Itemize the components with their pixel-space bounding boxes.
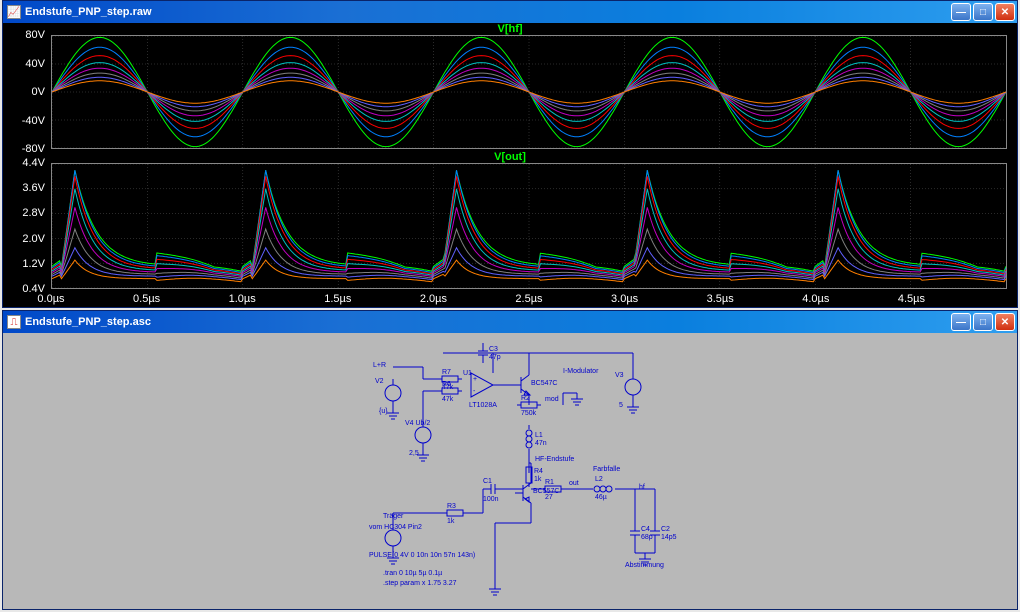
window-buttons: — □ ✕ <box>951 313 1015 331</box>
svg-text:LT1028A: LT1028A <box>469 402 497 409</box>
svg-text:Abstimmung: Abstimmung <box>625 562 664 569</box>
x-axis-label: 1.5µs <box>324 293 351 305</box>
svg-text:R7: R7 <box>442 369 451 376</box>
x-axis-label: 4.5µs <box>898 293 925 305</box>
schematic-svg: C347p+-LT1028AU1R747kR647kL+RV2{u}V4 Ub/… <box>363 343 703 603</box>
plot-area[interactable]: V[hf]80V40V0V-40V-80VV[out]4.4V3.6V2.8V2… <box>3 23 1017 307</box>
schematic-canvas[interactable]: C347p+-LT1028AU1R747kR647kL+RV2{u}V4 Ub/… <box>3 333 1017 609</box>
window-buttons: — □ ✕ <box>951 3 1015 21</box>
x-axis-label: 3.0µs <box>611 293 638 305</box>
svg-text:47k: 47k <box>442 396 454 403</box>
svg-text:C3: C3 <box>489 346 498 353</box>
close-button[interactable]: ✕ <box>995 313 1015 331</box>
svg-text:HF-Endstufe: HF-Endstufe <box>535 456 574 463</box>
svg-text:R2: R2 <box>521 395 530 402</box>
svg-text:46µ: 46µ <box>595 494 607 501</box>
waveform-window: 📈 Endstufe_PNP_step.raw — □ ✕ V[hf] 80V 40… <box>2 0 1018 308</box>
pane-title: V[hf] <box>497 23 522 35</box>
svg-text:1k: 1k <box>447 518 455 525</box>
svg-text:+: + <box>473 376 477 383</box>
svg-text:out: out <box>569 480 579 487</box>
schematic-window: ⎍ Endstufe_PNP_step.asc — □ ✕ C347p+-LT1… <box>2 310 1018 610</box>
svg-text:L1: L1 <box>535 432 543 439</box>
svg-text:L+R: L+R <box>373 362 386 369</box>
x-axis-label: 1.0µs <box>229 293 256 305</box>
window-title-raw: Endstufe_PNP_step.raw <box>25 6 951 18</box>
x-axis-label: 4.0µs <box>802 293 829 305</box>
svg-text:PULSE(0 4V 0 10n 10n 57n 143n): PULSE(0 4V 0 10n 10n 57n 143n) <box>369 552 475 559</box>
window-title-asc: Endstufe_PNP_step.asc <box>25 316 951 328</box>
y-axis-label: 2.0V <box>22 233 45 245</box>
svg-text:.step param x 1.75 3.27: .step param x 1.75 3.27 <box>383 580 457 587</box>
y-axis-label: 3.6V <box>22 182 45 194</box>
y-axis-label: 1.2V <box>22 258 45 270</box>
x-axis-label: 0.5µs <box>133 293 160 305</box>
svg-text:R4: R4 <box>534 468 543 475</box>
minimize-button[interactable]: — <box>951 313 971 331</box>
svg-text:I-Modulator: I-Modulator <box>563 368 599 375</box>
svg-text:5: 5 <box>619 402 623 409</box>
svg-text:R3: R3 <box>447 503 456 510</box>
svg-text:Träger: Träger <box>383 513 404 520</box>
x-axis-label: 2.0µs <box>420 293 447 305</box>
svg-text:C2: C2 <box>661 526 670 533</box>
svg-text:V3: V3 <box>615 372 624 379</box>
svg-text:47p: 47p <box>489 354 501 361</box>
svg-text:R1: R1 <box>545 479 554 486</box>
svg-text:27: 27 <box>545 494 553 501</box>
svg-text:mod: mod <box>545 396 559 403</box>
svg-text:1k: 1k <box>534 476 542 483</box>
pane-title: V[out] <box>494 151 526 163</box>
y-axis-label: 4.4V <box>22 157 45 169</box>
svg-text:BC547C: BC547C <box>531 380 557 387</box>
svg-text:R6: R6 <box>442 381 451 388</box>
y-axis-label: 2.8V <box>22 207 45 219</box>
x-axis-label: 0.0µs <box>37 293 64 305</box>
plot-pane[interactable]: V[out]4.4V3.6V2.8V2.0V1.2V0.4V0.0µs0.5µs… <box>3 151 1017 307</box>
svg-text:47n: 47n <box>535 440 547 447</box>
plot-pane[interactable]: V[hf]80V40V0V-40V-80V <box>3 23 1017 151</box>
x-axis-label: 2.5µs <box>515 293 542 305</box>
x-axis-label: 3.5µs <box>707 293 734 305</box>
svg-text:2,5: 2,5 <box>409 450 419 457</box>
titlebar-asc[interactable]: ⎍ Endstufe_PNP_step.asc — □ ✕ <box>3 311 1017 333</box>
svg-text:L2: L2 <box>595 476 603 483</box>
y-axis-label: 40V <box>25 58 45 70</box>
y-axis-label: 80V <box>25 29 45 41</box>
svg-text:750k: 750k <box>521 410 537 417</box>
titlebar-raw[interactable]: 📈 Endstufe_PNP_step.raw — □ ✕ <box>3 1 1017 23</box>
svg-text:vom HC304 Pin2: vom HC304 Pin2 <box>369 524 422 531</box>
minimize-button[interactable]: — <box>951 3 971 21</box>
svg-text:C1: C1 <box>483 478 492 485</box>
svg-text:100n: 100n <box>483 496 499 503</box>
svg-text:V4 Ub/2: V4 Ub/2 <box>405 420 430 427</box>
svg-text:C4: C4 <box>641 526 650 533</box>
svg-text:hf: hf <box>639 484 645 491</box>
svg-text:{u}: {u} <box>379 408 388 415</box>
svg-text:14p5: 14p5 <box>661 534 677 541</box>
app-icon: 📈 <box>7 5 21 19</box>
y-axis-label: -40V <box>22 115 45 127</box>
svg-text:V2: V2 <box>375 378 384 385</box>
svg-text:.tran 0 10µ 5µ 0.1µ: .tran 0 10µ 5µ 0.1µ <box>383 570 442 577</box>
maximize-button[interactable]: □ <box>973 313 993 331</box>
y-axis-label: 0V <box>32 86 45 98</box>
app-icon: ⎍ <box>7 315 21 329</box>
maximize-button[interactable]: □ <box>973 3 993 21</box>
close-button[interactable]: ✕ <box>995 3 1015 21</box>
svg-text:Farbfalle: Farbfalle <box>593 466 620 473</box>
svg-text:U1: U1 <box>463 370 472 377</box>
